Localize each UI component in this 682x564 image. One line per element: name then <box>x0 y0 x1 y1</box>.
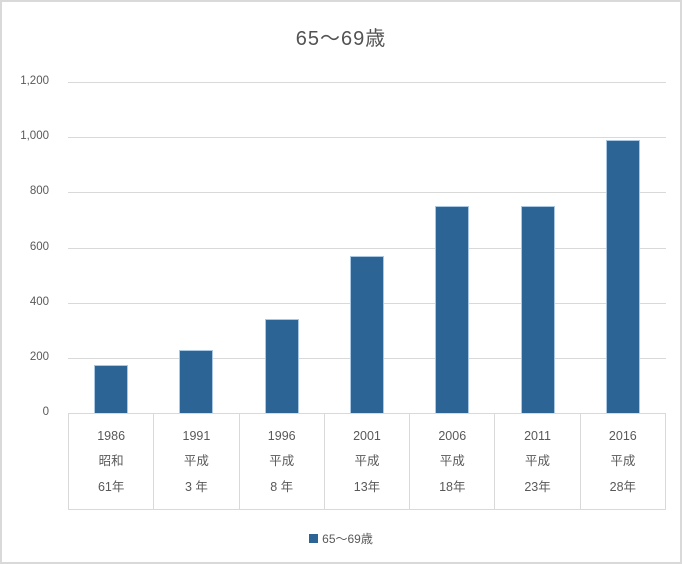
category-year-label: 2016 <box>608 428 637 443</box>
category-era-year-label: 8 年 <box>270 479 294 494</box>
category-year-label: 2011 <box>524 428 551 443</box>
category-year-label: 2006 <box>438 428 467 443</box>
category-era-year-label: 3 年 <box>184 479 208 494</box>
y-tick-label: 0 <box>42 406 49 418</box>
y-tick-label: 600 <box>29 240 49 253</box>
category-era-label: 平成 <box>525 454 551 469</box>
category-cell: 1996 平成 8 年 <box>240 414 325 509</box>
category-era-year-label: 28年 <box>609 479 637 494</box>
bar <box>264 319 299 413</box>
gridline <box>68 137 666 139</box>
legend-label: 65〜69歳 <box>322 532 373 546</box>
x-axis-category-table: 1986 昭和 61年 1991 平成 3 年 1996 平成 8 年 2001 平成 13年 2006… <box>68 413 666 510</box>
category-cell: 1991 平成 3 年 <box>154 414 240 509</box>
y-tick-label: 1,200 <box>20 75 49 87</box>
category-year-label: 1986 <box>97 428 126 443</box>
category-era-label: 平成 <box>439 454 465 469</box>
bar <box>435 206 470 413</box>
category-era-year-label: 23年 <box>524 479 551 494</box>
category-cell: 2001 平成 13年 <box>325 414 411 509</box>
bar <box>520 206 555 413</box>
gridline <box>68 192 666 194</box>
category-era-label: 平成 <box>610 454 636 469</box>
y-tick-label: 200 <box>29 350 49 363</box>
category-era-label: 昭和 <box>98 454 124 469</box>
bar <box>179 349 214 413</box>
category-year-label: 2001 <box>353 428 381 443</box>
y-tick-label: 1,000 <box>20 130 49 143</box>
legend-square-icon <box>309 534 319 543</box>
y-tick-label: 400 <box>29 295 49 308</box>
bar <box>606 139 641 413</box>
category-era-label: 平成 <box>269 454 295 469</box>
category-era-label: 平成 <box>354 454 380 469</box>
category-era-year-label: 61年 <box>97 479 125 494</box>
legend: 65〜69歳 <box>2 530 680 547</box>
category-year-label: 1991 <box>182 428 211 443</box>
category-year-label: 1996 <box>267 428 296 443</box>
gridline <box>68 247 666 249</box>
category-era-label: 平成 <box>183 454 209 469</box>
bar <box>93 364 128 413</box>
gridline <box>68 82 666 83</box>
category-era-year-label: 18年 <box>439 479 466 494</box>
category-cell: 1986 昭和 61年 <box>69 414 155 509</box>
category-era-year-label: 13年 <box>353 479 381 494</box>
chart-title: 65〜69歳 <box>295 28 387 50</box>
category-cell: 2016 平成 28年 <box>581 414 665 509</box>
y-tick-label: 800 <box>29 185 49 198</box>
category-cell: 2011 平成 23年 <box>495 414 581 509</box>
category-cell: 2006 平成 18年 <box>410 414 496 509</box>
bar <box>350 255 384 413</box>
